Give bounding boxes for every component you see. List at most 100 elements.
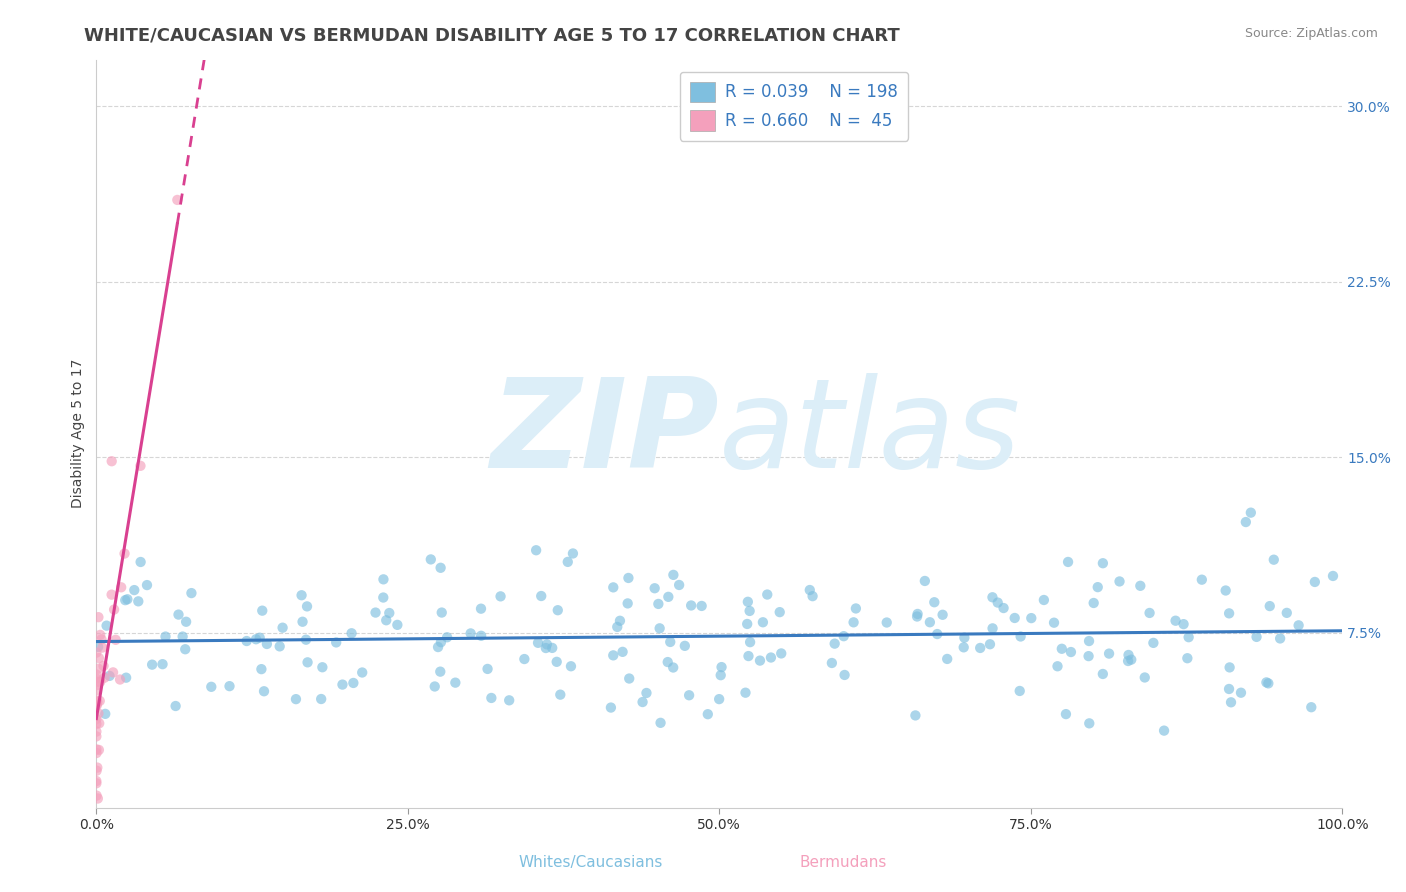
Point	[876, 615, 898, 630]
Point	[1118, 648, 1140, 662]
Point	[89, 694, 111, 708]
Point	[104, 632, 127, 647]
Point	[127, 594, 149, 608]
Point	[1218, 607, 1240, 621]
Point	[218, 679, 240, 693]
Point	[87, 651, 110, 665]
Point	[86, 695, 108, 709]
Point	[1057, 555, 1080, 569]
Point	[1043, 615, 1066, 630]
Point	[1010, 630, 1032, 644]
Point	[1060, 645, 1083, 659]
Point	[309, 692, 332, 706]
Point	[253, 684, 276, 698]
Point	[824, 637, 846, 651]
Point	[87, 610, 110, 624]
Point	[1175, 651, 1198, 665]
Point	[245, 632, 267, 647]
Point	[1098, 647, 1121, 661]
Point	[86, 717, 108, 731]
Point	[1173, 617, 1195, 632]
Point	[364, 606, 387, 620]
Point	[927, 627, 949, 641]
Point	[1083, 596, 1105, 610]
Point	[86, 761, 108, 775]
Point	[657, 590, 679, 604]
Point	[87, 791, 110, 805]
Point	[662, 660, 685, 674]
Point	[86, 776, 108, 790]
Point	[1091, 667, 1114, 681]
Point	[907, 607, 929, 621]
Point	[738, 604, 761, 618]
Point	[710, 668, 733, 682]
Point	[1234, 515, 1257, 529]
Point	[1303, 574, 1326, 589]
Point	[155, 630, 177, 644]
Point	[759, 650, 782, 665]
Point	[470, 601, 492, 615]
Point	[609, 614, 631, 628]
Point	[619, 672, 641, 686]
Point	[770, 647, 793, 661]
Point	[657, 655, 679, 669]
Point	[91, 640, 114, 655]
Point	[103, 602, 125, 616]
Point	[832, 629, 855, 643]
Point	[1215, 583, 1237, 598]
Text: atlas: atlas	[720, 373, 1021, 494]
Text: WHITE/CAUCASIAN VS BERMUDAN DISABILITY AGE 5 TO 17 CORRELATION CHART: WHITE/CAUCASIAN VS BERMUDAN DISABILITY A…	[84, 27, 900, 45]
Point	[905, 609, 928, 624]
Point	[87, 706, 110, 721]
Point	[1108, 574, 1130, 589]
Point	[93, 659, 115, 673]
Point	[423, 680, 446, 694]
Point	[752, 615, 775, 630]
Point	[332, 677, 354, 691]
Point	[931, 607, 953, 622]
Point	[969, 640, 991, 655]
Point	[460, 626, 482, 640]
Y-axis label: Disability Age 5 to 17: Disability Age 5 to 17	[72, 359, 86, 508]
Point	[740, 635, 762, 649]
Point	[430, 606, 453, 620]
Point	[89, 674, 111, 689]
Point	[96, 618, 118, 632]
Point	[352, 665, 374, 680]
Point	[311, 660, 333, 674]
Point	[86, 674, 108, 689]
Point	[979, 637, 1001, 651]
Point	[1078, 716, 1101, 731]
Point	[252, 604, 274, 618]
Point	[256, 637, 278, 651]
Point	[696, 707, 718, 722]
Point	[1240, 506, 1263, 520]
Point	[86, 774, 108, 789]
Point	[284, 692, 307, 706]
Point	[291, 615, 314, 629]
Point	[167, 607, 190, 622]
Point	[769, 605, 792, 619]
Point	[845, 601, 868, 615]
Point	[165, 698, 187, 713]
Point	[659, 635, 682, 649]
Point	[419, 552, 441, 566]
Point	[271, 621, 294, 635]
Point	[599, 700, 621, 714]
Point	[129, 555, 152, 569]
Point	[546, 655, 568, 669]
Point	[737, 648, 759, 663]
Point	[936, 652, 959, 666]
Point	[799, 582, 821, 597]
Point	[534, 640, 557, 655]
Point	[86, 789, 108, 803]
Point	[924, 595, 946, 609]
Point	[821, 656, 844, 670]
Point	[373, 591, 395, 605]
Point	[1258, 599, 1281, 613]
Point	[1054, 707, 1077, 722]
Point	[498, 693, 520, 707]
Point	[981, 621, 1004, 635]
Point	[429, 561, 451, 575]
Point	[981, 591, 1004, 605]
